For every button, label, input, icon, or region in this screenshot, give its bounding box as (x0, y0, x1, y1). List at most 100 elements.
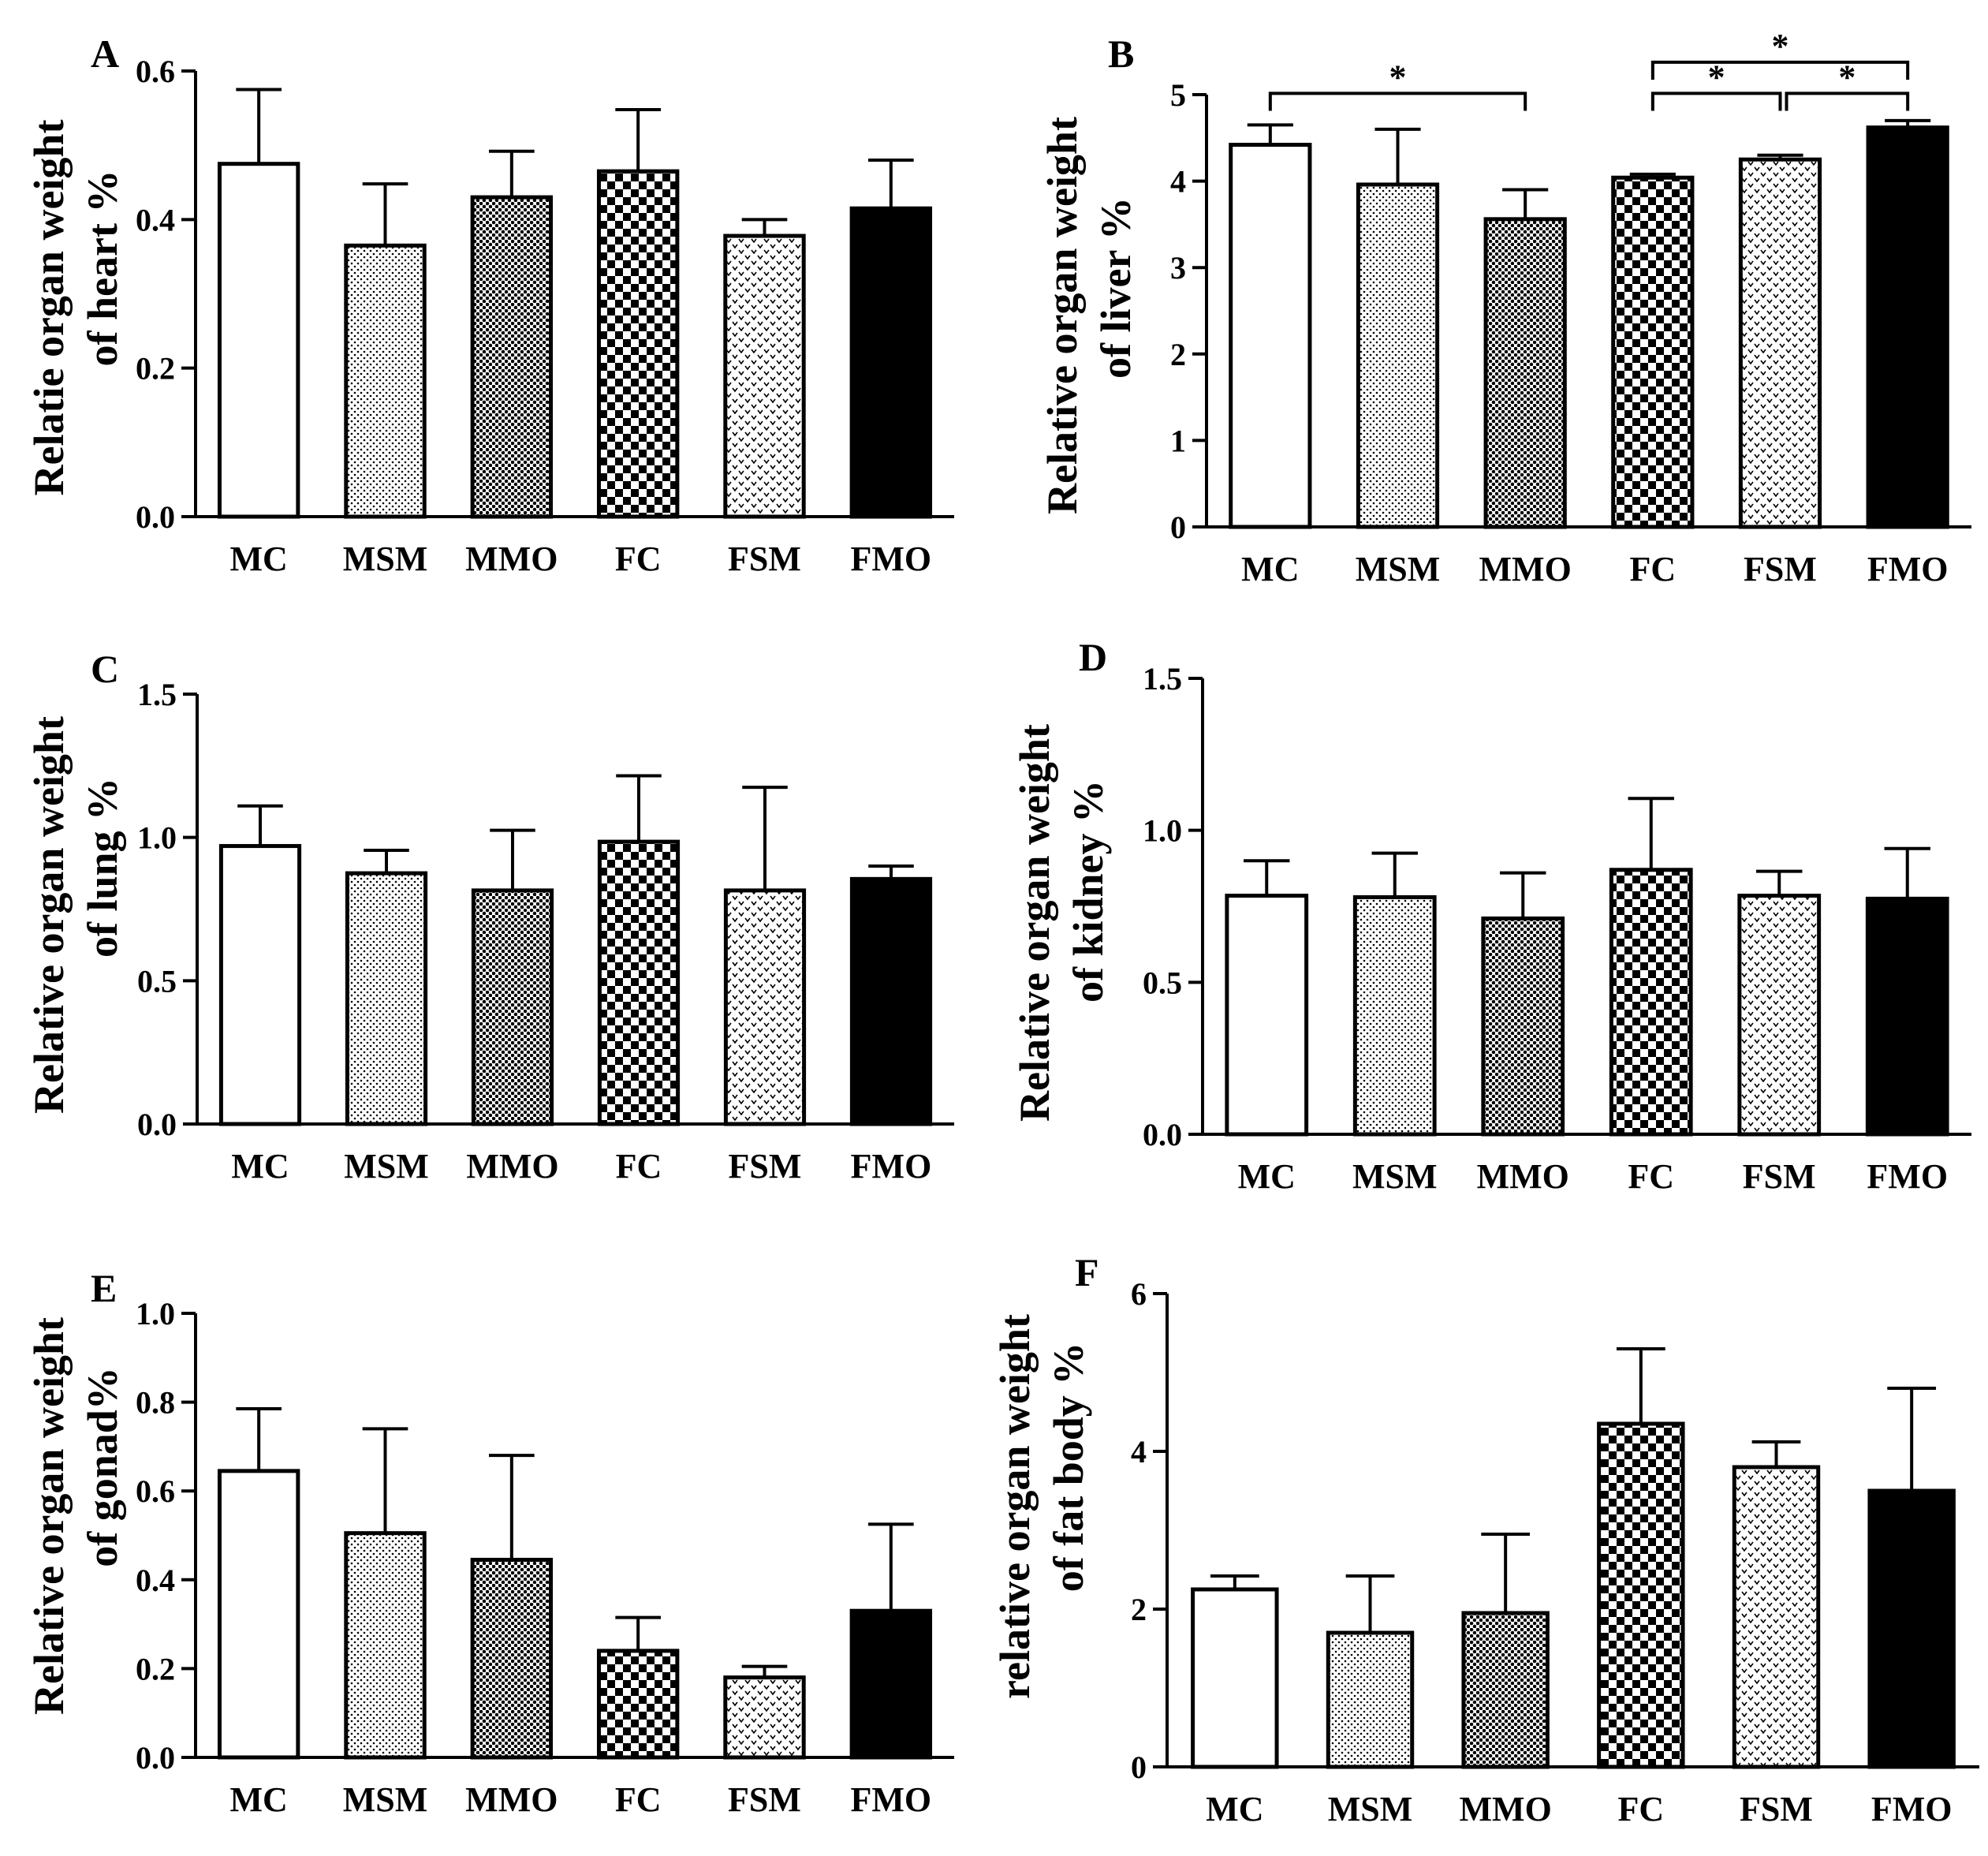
panel-c-y-tick-label: 0.5 (137, 963, 177, 999)
panel-f-x-label-fsm: FSM (1740, 1790, 1813, 1828)
panel-b-significance-marker: * (1708, 58, 1725, 96)
panel-d: D Relative organ weight of kidney % 0.00… (1011, 635, 1971, 1196)
panel-b-ylabel-line1: Relative organ weight (1039, 117, 1086, 514)
panel-f-ylabel-line2: of fat body % (1045, 1343, 1092, 1593)
panel-b: B Relative organ weight of liver % 0 1 2 3 4… (1039, 27, 1971, 588)
panel-b-significance-bracket (1268, 91, 1527, 111)
panel-a-x-label-fsm: FSM (728, 540, 801, 578)
panel-f-x-label-mmo: MMO (1460, 1790, 1552, 1828)
panel-c-y-tick-label: 0.0 (137, 1107, 177, 1142)
panel-b-bar-mmo (1483, 217, 1567, 529)
panel-f-x-label-fc: FC (1618, 1790, 1665, 1828)
panel-f-y-tick-label: 6 (1131, 1276, 1147, 1312)
panel-d-bar-fc (1609, 868, 1693, 1137)
panel-d-bar-mmo (1481, 916, 1565, 1137)
panel-e-x-label-mc: MC (230, 1780, 288, 1819)
panel-e-letter: E (91, 1266, 117, 1310)
panel-e-y-tick-label: 0.8 (136, 1385, 175, 1421)
panel-b-significance-marker: * (1772, 27, 1789, 65)
panel-e-x-label-fsm: FSM (728, 1780, 801, 1819)
panel-b-y-tick-label: 3 (1170, 250, 1186, 286)
panel-e-bar-mmo (470, 1557, 554, 1760)
panel-f-bar-msm (1326, 1630, 1415, 1769)
panel-a: A Relatie organ weight of heart % 0.0 0.2… (25, 32, 954, 578)
panel-e-plot: 0.0 0.2 0.4 0.6 0.8 1.0 MC MSM MMO FC FSM FMO (136, 1296, 954, 1819)
panel-d-y-tick-label: 0.5 (1143, 965, 1182, 1000)
panel-f-ylabel-line1: relative organ weight (991, 1314, 1039, 1699)
panel-c-bar-mmo (471, 888, 554, 1126)
panel-b-x-label-fsm: FSM (1744, 550, 1817, 588)
panel-b-x-label-mmo: MMO (1479, 550, 1572, 588)
panel-b-y-tick-label: 1 (1170, 423, 1186, 458)
panel-b-x-label-fc: FC (1630, 550, 1677, 588)
panel-c-y-tick-label: 1.0 (137, 820, 177, 856)
panel-f-x-label-fmo: FMO (1871, 1790, 1953, 1828)
panel-c-ylabel-line2: of lung % (79, 778, 126, 958)
panel-b-bar-mc (1229, 143, 1312, 529)
panel-c-bar-mc (218, 844, 302, 1126)
panel-b-y-tick-label: 4 (1170, 164, 1186, 200)
panel-b-significance-bracket (1785, 91, 1910, 111)
panel-d-ylabel-line2: of kidney % (1065, 780, 1112, 1003)
panel-a-bar-mc (217, 162, 300, 519)
panel-e-y-tick-label: 0.6 (136, 1473, 175, 1509)
panel-d-y-tick-label: 1.0 (1143, 813, 1182, 849)
panel-b-bar-msm (1356, 182, 1440, 529)
panel-e-bar-fmo (849, 1608, 933, 1760)
panel-a-bar-fmo (849, 206, 933, 519)
panel-a-y-tick-label: 0.4 (136, 202, 175, 237)
panel-e-x-label-msm: MSM (343, 1780, 428, 1819)
panel-e-bar-fsm (723, 1675, 806, 1760)
panel-e: E Relative organ weight of gonad% 0.0 0.2… (25, 1266, 954, 1819)
panel-c-x-label-fc: FC (616, 1147, 662, 1186)
panel-a-ylabel-line2: of heart % (79, 170, 126, 367)
panel-d-x-label-fmo: FMO (1867, 1157, 1948, 1196)
panel-d-plot: 0.0 0.5 1.0 1.5 MC MSM MMO FC FSM FMO (1143, 661, 1971, 1196)
panel-b-x-label-mc: MC (1241, 550, 1299, 588)
panel-e-y-tick-label: 0.0 (136, 1740, 175, 1776)
panel-c-plot: 0.0 0.5 1.0 1.5 MC MSM MMO FC FSM FMO (137, 677, 954, 1186)
panel-c-x-label-fsm: FSM (729, 1147, 802, 1186)
panel-a-bar-msm (344, 243, 427, 519)
panel-f-plot: 0 2 4 6 MC MSM MMO FC FSM FMO (1131, 1276, 1979, 1828)
panel-c-x-label-mc: MC (231, 1147, 289, 1186)
panel-b-bar-fsm (1738, 157, 1822, 529)
panel-f-y-tick-label: 2 (1131, 1592, 1147, 1627)
panel-d-x-label-msm: MSM (1352, 1157, 1438, 1196)
panel-e-y-tick-label: 0.4 (136, 1563, 175, 1598)
panel-f-y-tick-label: 4 (1131, 1434, 1147, 1469)
panel-c-letter: C (91, 647, 119, 691)
panel-e-x-label-fc: FC (615, 1780, 662, 1819)
panel-a-x-label-mc: MC (230, 540, 288, 578)
panel-a-bar-mmo (470, 195, 554, 519)
panel-c-bar-msm (345, 871, 428, 1126)
panel-b-x-label-msm: MSM (1356, 550, 1441, 588)
panel-a-bar-fsm (723, 233, 806, 519)
panel-b-y-tick-label: 2 (1170, 337, 1186, 372)
panel-a-y-tick-label: 0.0 (136, 499, 175, 535)
panel-f-bar-mmo (1461, 1611, 1550, 1769)
panel-d-bar-msm (1352, 894, 1437, 1137)
panel-b-plot: 0 1 2 3 4 5 MC MSM MMO FC FSM FMO * * * * (1170, 27, 1971, 588)
panel-b-significance-bracket (1650, 60, 1910, 80)
panel-a-x-label-fmo: FMO (851, 540, 932, 578)
panel-b-ylabel-line2: of liver % (1092, 197, 1139, 379)
panel-a-x-label-mmo: MMO (465, 540, 558, 578)
panel-b-significance-marker: * (1389, 58, 1407, 96)
panel-a-y-tick-label: 0.2 (136, 351, 175, 387)
panel-a-x-label-msm: MSM (343, 540, 428, 578)
panel-f-bar-fmo (1867, 1488, 1956, 1769)
panel-a-bar-fc (596, 169, 680, 519)
panel-e-bar-fc (596, 1649, 680, 1760)
panel-b-significance-bracket (1650, 91, 1782, 111)
panel-e-bar-mc (217, 1469, 300, 1760)
panel-a-ylabel-line1: Relatie organ weight (25, 120, 73, 496)
panel-b-y-tick-label: 5 (1170, 77, 1186, 113)
panel-c-ylabel-line1: Relative organ weight (25, 716, 73, 1114)
panel-a-plot: 0.0 0.2 0.4 0.6 MC MSM MMO FC FSM FMO (136, 54, 954, 578)
panel-d-x-label-fsm: FSM (1743, 1157, 1816, 1196)
panel-e-x-label-mmo: MMO (465, 1780, 558, 1819)
panel-a-x-label-fc: FC (615, 540, 662, 578)
panel-b-significance-marker: * (1838, 58, 1856, 96)
panel-f-bar-fsm (1732, 1465, 1821, 1769)
